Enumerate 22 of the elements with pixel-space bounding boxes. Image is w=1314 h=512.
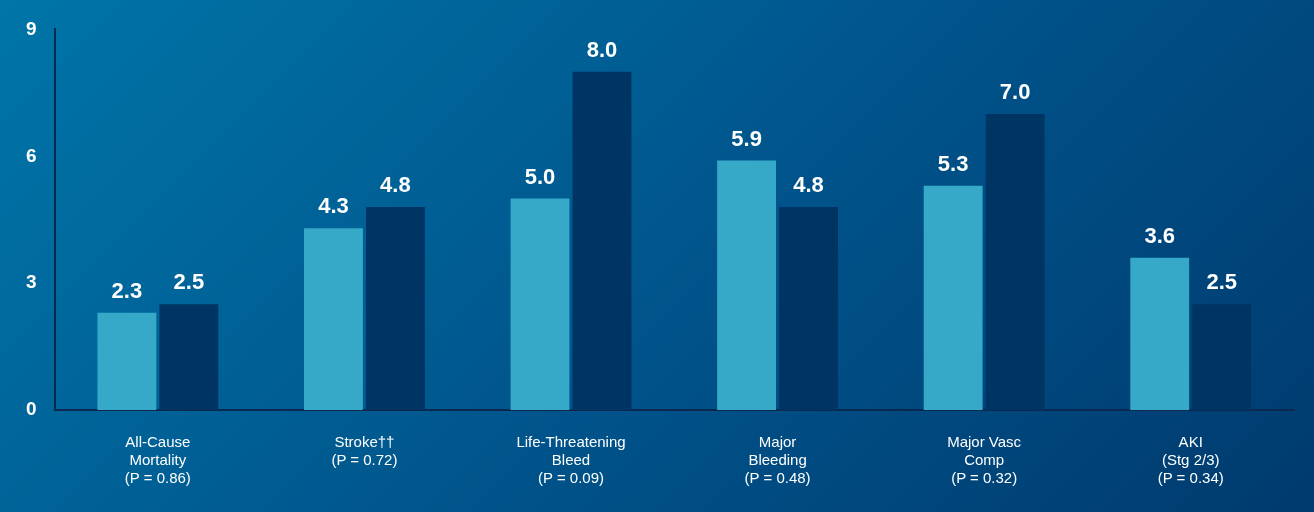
- data-label: 5.9: [731, 125, 762, 151]
- y-tick-label: 9: [25, 17, 37, 39]
- data-label: 5.0: [524, 163, 556, 189]
- data-label: 2.5: [1206, 269, 1237, 295]
- y-tick-label: 3: [25, 271, 37, 293]
- data-label: 2.5: [173, 269, 205, 295]
- x-tick-label: Life-Threatening Bleed (P = 0.09): [516, 433, 626, 487]
- data-label: 8.0: [586, 36, 618, 62]
- x-tick-label: Major Vasc Comp (P = 0.32): [947, 433, 1022, 487]
- data-label: 4.3: [318, 193, 349, 219]
- data-label: 2.3: [111, 277, 143, 303]
- data-label: 4.8: [380, 172, 411, 198]
- y-tick-label: 6: [25, 144, 37, 166]
- x-tick-label: All-Cause Mortality (P = 0.86): [124, 433, 191, 487]
- data-label: 5.3: [937, 150, 969, 176]
- y-tick-label: 0: [25, 398, 37, 420]
- data-label: 3.6: [1144, 222, 1176, 248]
- x-tick-label: Major Bleeding (P = 0.48): [744, 433, 811, 487]
- x-tick-label: AKI (Stg 2/3) (P = 0.34): [1157, 433, 1224, 487]
- data-label: 7.0: [999, 79, 1031, 105]
- data-label: 4.8: [793, 172, 824, 198]
- x-tick-label: Stroke†† (P = 0.72): [331, 433, 398, 469]
